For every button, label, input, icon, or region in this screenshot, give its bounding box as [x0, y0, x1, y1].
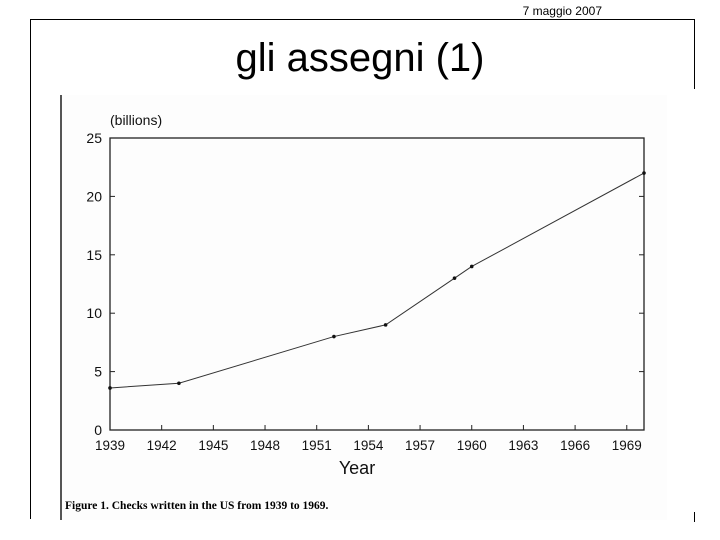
x-axis-label: Year — [339, 458, 375, 478]
x-tick-label: 1960 — [457, 438, 487, 453]
data-point — [177, 381, 181, 386]
figure-caption: Figure 1. Checks written in the US from … — [65, 500, 329, 512]
line-chart: 0 5 10 15 20 25 1939 1942 1945 1948 1951 1954 1957 19… — [86, 112, 646, 478]
slide-frame-right-bottom — [694, 512, 695, 522]
slide-frame-left — [30, 19, 31, 519]
y-tick-label: 15 — [86, 247, 102, 263]
slide-frame-top — [30, 19, 695, 20]
data-point — [469, 264, 474, 269]
data-point — [452, 276, 457, 280]
x-tick-label: 1954 — [353, 438, 384, 453]
y-tick-label: 20 — [86, 188, 102, 204]
x-tick-label: 1951 — [302, 438, 332, 453]
x-tick-label: 1939 — [95, 438, 125, 453]
y-tick-label: 0 — [94, 422, 102, 438]
data-point — [108, 386, 112, 390]
y-tick-label: 5 — [94, 364, 102, 380]
y-tick-label: 10 — [86, 305, 102, 321]
slide-frame-right — [694, 19, 695, 89]
slide-title: gli assegni (1) — [235, 36, 485, 80]
x-tick-label: 1963 — [508, 438, 538, 453]
slide-date: 7 maggio 2007 — [522, 4, 602, 18]
chart-figure: 0 5 10 15 20 25 1939 1942 1945 1948 1951 1954 1957 19… — [60, 95, 667, 520]
data-point — [383, 323, 388, 327]
plot-frame — [109, 137, 645, 431]
y-tick-label: 25 — [86, 130, 102, 146]
x-tick-label: 1957 — [405, 438, 435, 453]
x-tick-label: 1945 — [198, 438, 228, 453]
series-line — [109, 172, 645, 389]
x-tick-label: 1942 — [147, 438, 177, 453]
data-point — [332, 334, 336, 339]
y-axis-label: (billions) — [110, 112, 162, 128]
x-tick-label: 1969 — [612, 438, 642, 453]
data-point — [642, 171, 646, 175]
x-tick-label: 1966 — [560, 438, 590, 453]
x-tick-label: 1948 — [250, 438, 280, 453]
